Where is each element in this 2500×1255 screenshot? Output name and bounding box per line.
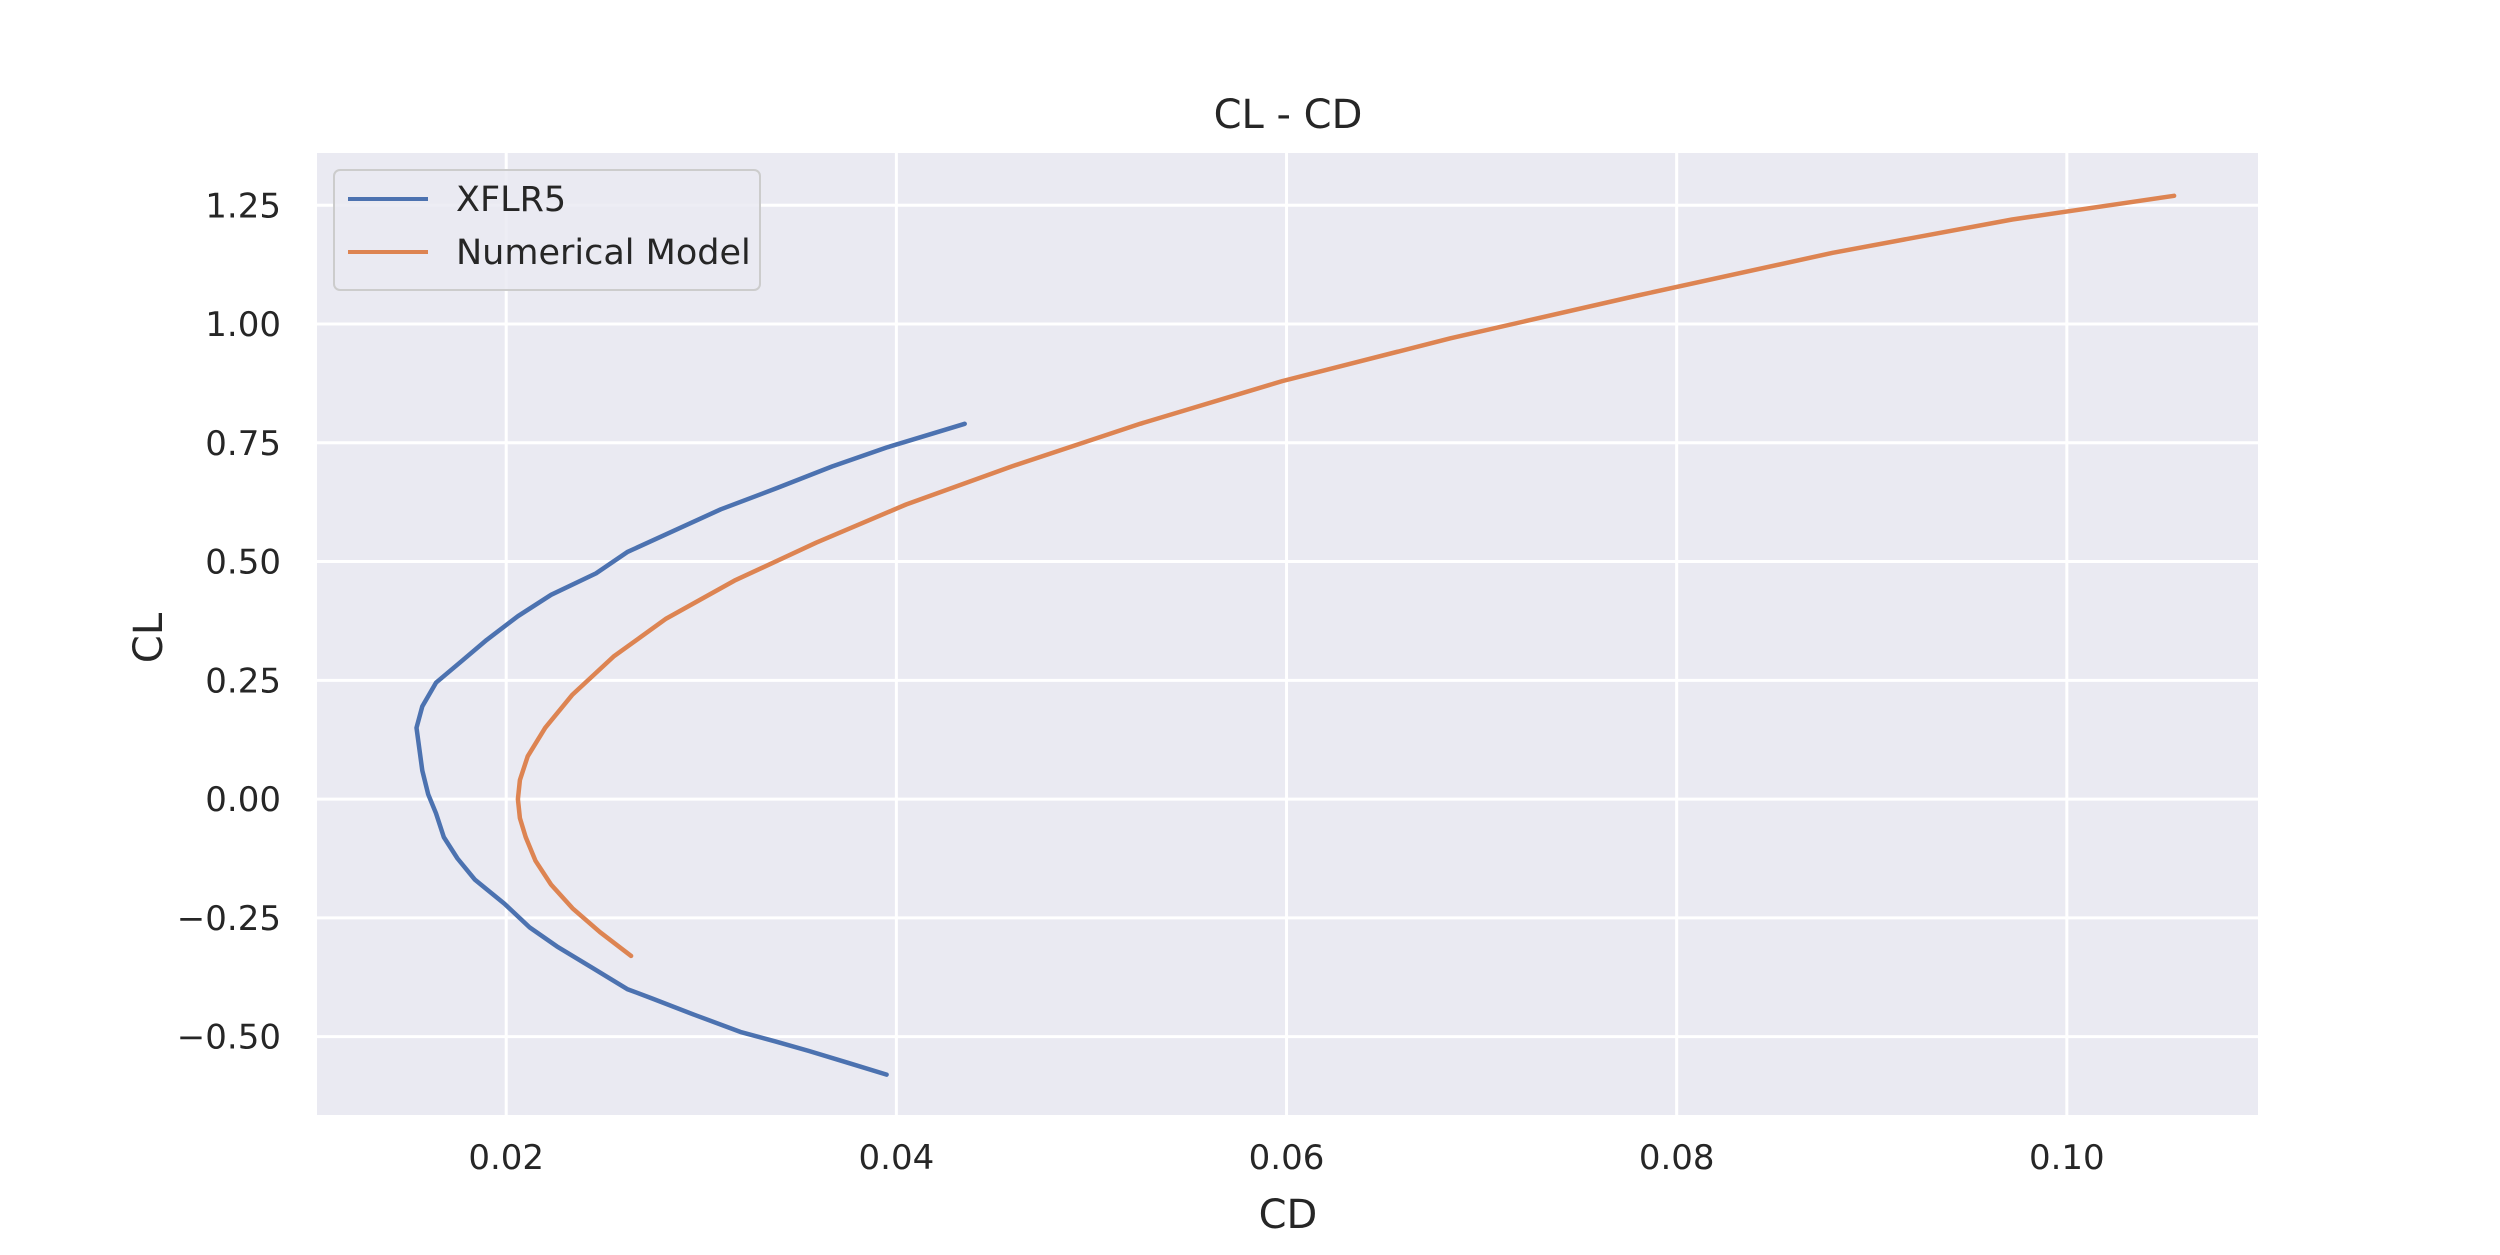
legend-label-xflr5: XFLR5 [456, 180, 566, 220]
y-tick-label: 0.75 [205, 424, 281, 464]
y-tick-label: 0.50 [205, 543, 281, 583]
y-tick-label: 0.00 [205, 780, 281, 820]
legend: XFLR5 Numerical Model [333, 169, 761, 291]
x-tick-label: 0.02 [468, 1138, 544, 1178]
horizontal-gridlines [317, 203, 2258, 1039]
legend-box [333, 169, 761, 291]
x-axis-label: CD [1259, 1192, 1318, 1238]
y-tick-label: −0.50 [177, 1018, 281, 1058]
x-tick-label: 0.08 [1639, 1138, 1715, 1178]
legend-label-numerical-model: Numerical Model [456, 233, 751, 273]
y-tick-label: −0.25 [177, 899, 281, 939]
x-tick-label: 0.06 [1249, 1138, 1325, 1178]
x-axis-ticks: 0.02 0.04 0.06 0.08 0.10 [468, 1138, 2104, 1178]
y-axis-label: CL [126, 612, 172, 663]
vertical-gridlines [504, 153, 2069, 1115]
x-tick-label: 0.04 [859, 1138, 935, 1178]
series-layer [414, 193, 2177, 1077]
chart-title: CL - CD [1214, 92, 1363, 138]
y-tick-label: 1.25 [205, 186, 281, 226]
series-line-numerical-model [515, 193, 2177, 959]
y-tick-label: 1.00 [205, 305, 281, 345]
y-tick-label: 0.25 [205, 661, 281, 701]
y-axis-ticks: −0.50 −0.25 0.00 0.25 0.50 0.75 1.00 1.25 [177, 186, 281, 1057]
series-line-xflr5 [414, 421, 967, 1077]
x-tick-label: 0.10 [2029, 1138, 2105, 1178]
